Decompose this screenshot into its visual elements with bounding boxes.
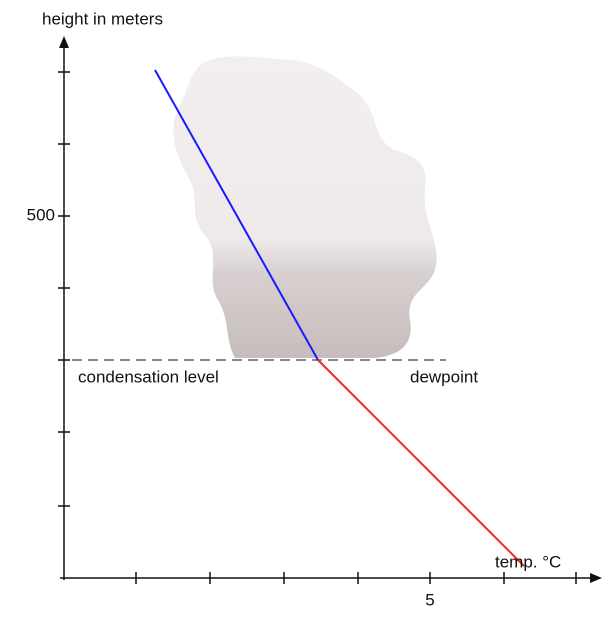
cloud [173, 56, 437, 358]
condensation-label: condensation level [78, 367, 219, 386]
axes [58, 44, 594, 584]
x-arrow [590, 573, 602, 583]
y-tick-label: 500 [27, 205, 55, 224]
moist-adiabat [154, 69, 319, 361]
dry-adiabat [317, 359, 525, 567]
y-arrow [59, 36, 69, 48]
x-tick-label: 5 [425, 590, 434, 609]
dewpoint-label: dewpoint [410, 367, 478, 386]
y-axis-label: height in meters [42, 9, 163, 28]
x-axis-label: temp. °C [495, 552, 561, 571]
